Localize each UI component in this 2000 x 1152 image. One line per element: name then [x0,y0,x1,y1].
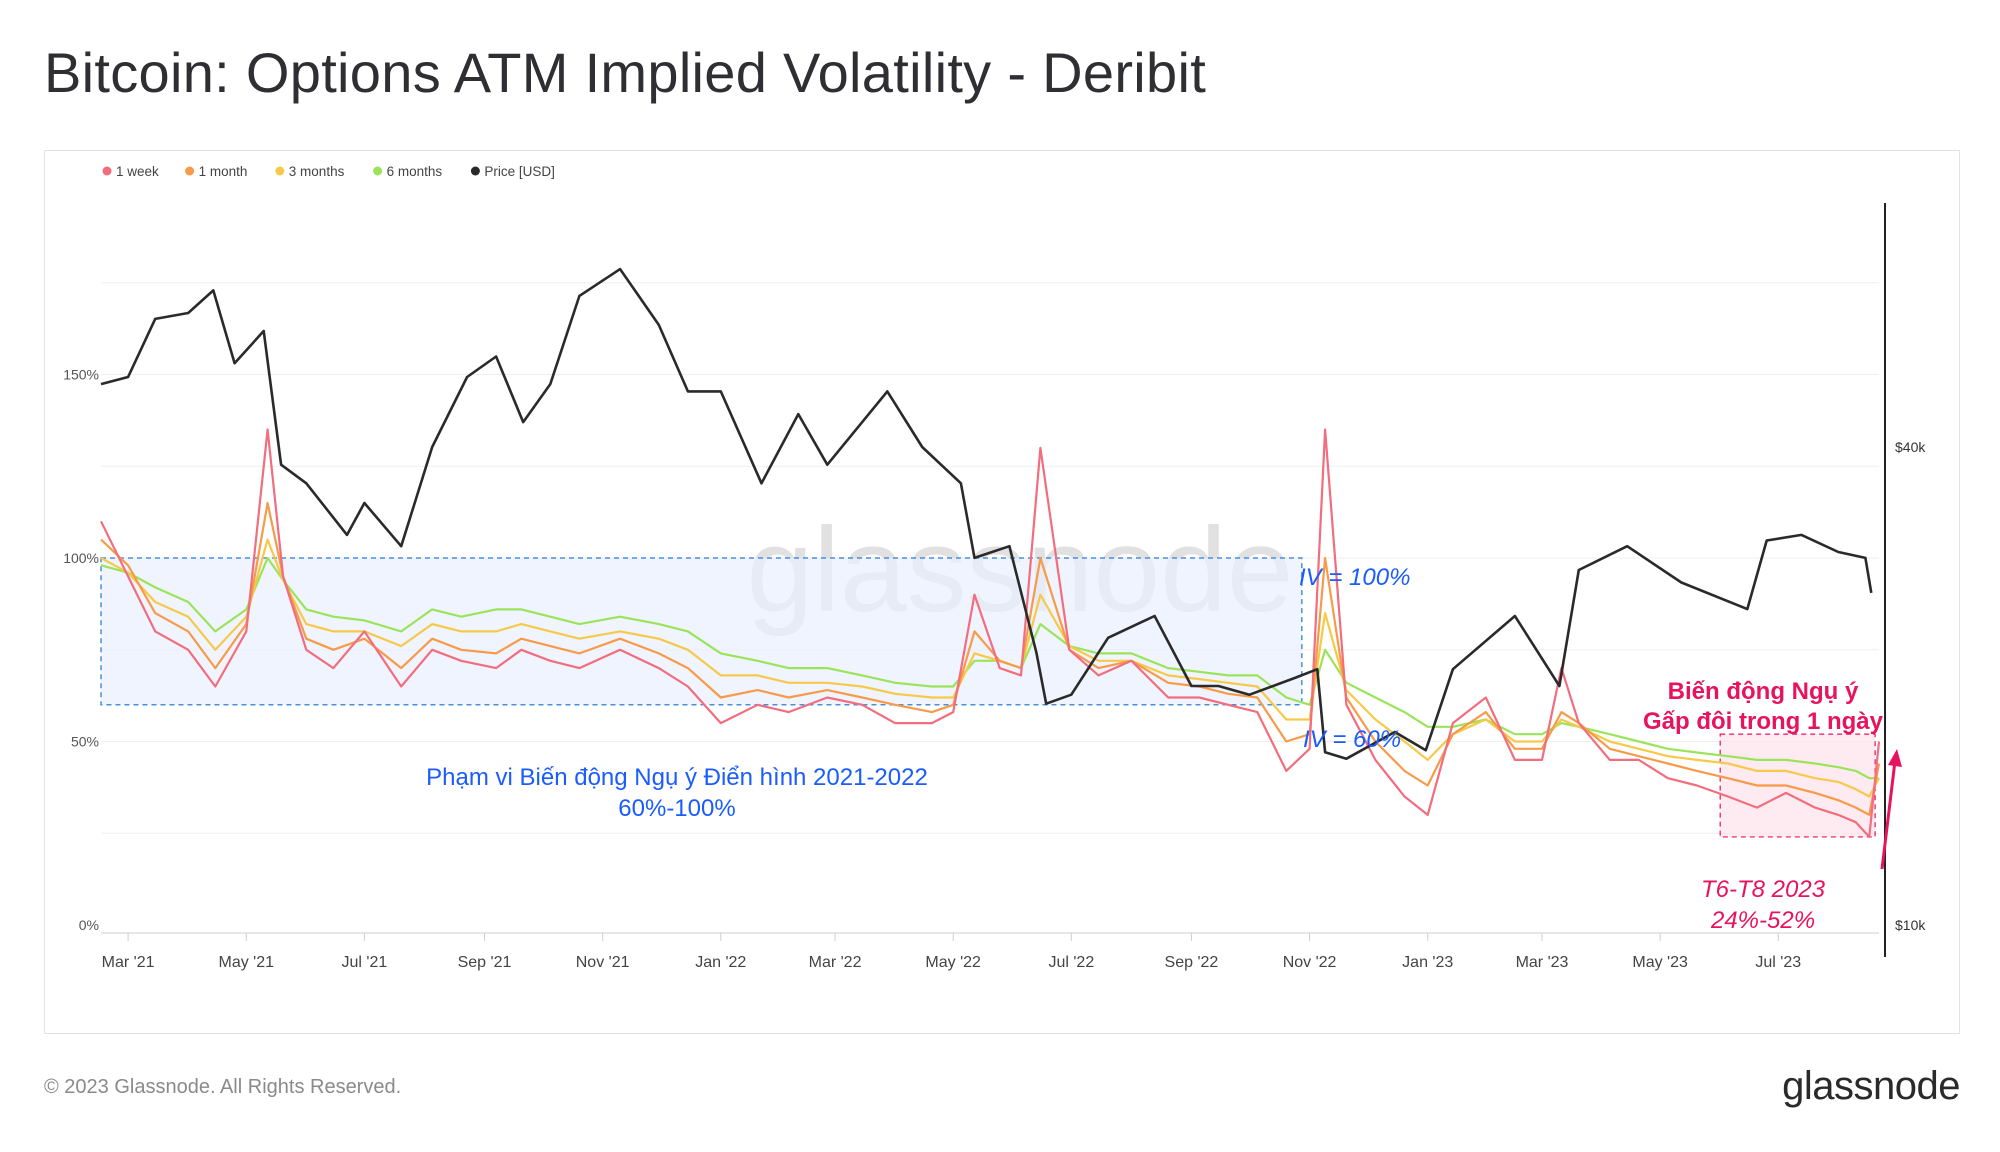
legend-marker [373,166,383,176]
y-left-tick-label: 100% [63,550,99,566]
chart-title: Bitcoin: Options ATM Implied Volatility … [44,41,1207,104]
legend-item[interactable]: 1 month [185,164,247,179]
series-line-6-months [100,556,1879,780]
spike-arrowhead [1888,749,1902,767]
x-tick-label: Mar '22 [809,954,862,971]
iv-60-label: IV = 60% [1303,726,1401,753]
legend-label: 1 month [199,164,248,179]
copyright-text: © 2023 Glassnode. All Rights Reserved. [44,1076,402,1098]
range-label-line1: Phạm vi Biến động Ngụ ý Điển hình 2021-2… [426,764,928,791]
y-right-tick-label: $10k [1895,917,1926,933]
series-line-3-months [100,538,1880,798]
series-line-price-usd [100,267,1873,760]
legend-marker [185,166,195,176]
series-lines [100,267,1881,838]
spike-arrow [1880,760,1897,870]
y-left-tick-label: 150% [63,367,99,383]
y-left-tick-label: 50% [71,734,99,750]
legend-marker [275,166,285,176]
x-tick-label: May '21 [218,954,274,971]
x-tick-label: Mar '21 [102,954,155,971]
y-left-tick-label: 0% [79,917,99,933]
x-tick-label: Nov '21 [576,954,630,971]
spike-label-line1: Biến động Ngụ ý [1668,678,1859,705]
legend-item[interactable]: Price [USD] [470,164,555,179]
x-tick-label: Sep '22 [1165,954,1219,971]
y-right-tick-label: $40k [1895,439,1926,455]
legend-marker [102,166,112,176]
legend[interactable]: 1 week 1 month 3 months 6 months Price [USD] [102,164,555,179]
legend-item[interactable]: 6 months [373,164,442,179]
recent-label-line2: 24%-52% [1710,907,1815,934]
series-line-1-month [100,501,1881,816]
legend-label: 6 months [387,164,443,179]
x-tick-label: Nov '22 [1283,954,1337,971]
x-tick-label: May '22 [925,954,981,971]
axes: 0% 50% 100% 150% $10k $40k Mar '21 May '21 Jul '… [63,203,1926,971]
x-tick-label: Jul '22 [1048,954,1094,971]
x-tick-label: Sep '21 [458,954,512,971]
glassnode-logo[interactable]: glassnode [1782,1064,1960,1108]
legend-label: Price [USD] [484,164,555,179]
legend-item[interactable]: 3 months [275,164,345,179]
annotation-boxes [100,557,1876,838]
x-tick-label: Jul '23 [1755,954,1801,971]
iv-100-label: IV = 100% [1299,564,1410,591]
spike-label-line2: Gấp đôi trong 1 ngày [1643,708,1884,735]
x-tick-label: Jul '21 [342,954,388,971]
x-tick-label: Jan '23 [1402,954,1453,971]
x-tick-label: May '23 [1632,954,1688,971]
legend-marker [470,166,480,176]
x-tick-label: Jan '22 [695,954,746,971]
annotations: Phạm vi Biến động Ngụ ý Điển hình 2021-2… [426,564,1902,934]
x-tick-label: Mar '23 [1516,954,1569,971]
recent-label-line1: T6-T8 2023 [1701,876,1826,903]
legend-item[interactable]: 1 week [102,164,160,179]
legend-label: 1 week [116,164,159,179]
series-line-1-week [100,428,1881,838]
legend-label: 3 months [289,164,345,179]
range-label-line2: 60%-100% [618,795,735,822]
